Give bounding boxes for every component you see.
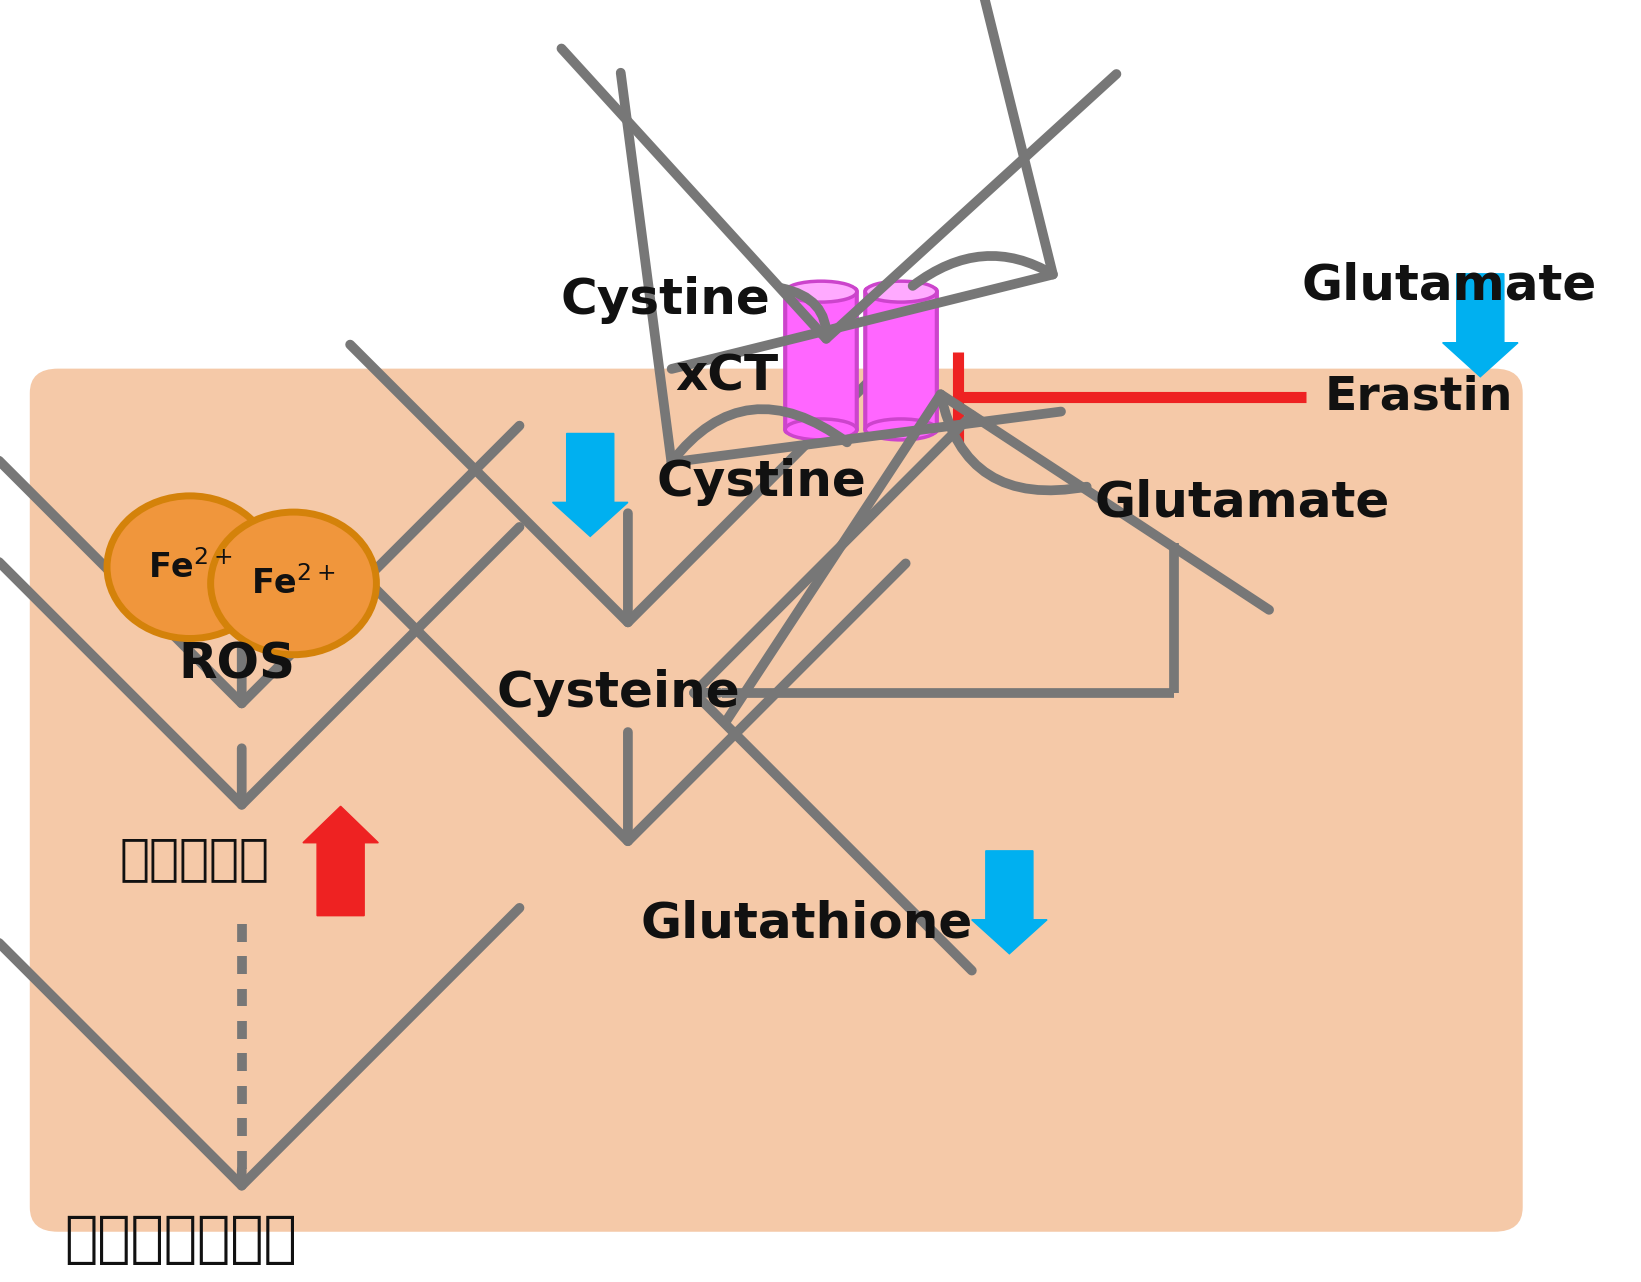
FancyArrow shape <box>971 851 1047 954</box>
Circle shape <box>210 512 376 655</box>
Text: Fe$^{2+}$: Fe$^{2+}$ <box>148 550 231 585</box>
Text: Fe$^{2+}$: Fe$^{2+}$ <box>251 565 336 601</box>
Text: Glutamate: Glutamate <box>1095 478 1390 527</box>
Ellipse shape <box>784 281 857 303</box>
Text: Erastin: Erastin <box>1324 374 1513 419</box>
FancyArrow shape <box>1442 274 1518 377</box>
FancyBboxPatch shape <box>30 369 1523 1232</box>
Text: Glutathione: Glutathione <box>640 900 973 947</box>
FancyBboxPatch shape <box>784 288 857 432</box>
Text: 脂質過酸化: 脂質過酸化 <box>120 835 269 883</box>
Text: フェロトーシス: フェロトーシス <box>64 1213 297 1267</box>
FancyArrow shape <box>304 806 379 915</box>
Text: ROS: ROS <box>179 641 295 688</box>
Text: xCT: xCT <box>676 353 778 401</box>
FancyBboxPatch shape <box>865 288 937 432</box>
FancyArrow shape <box>553 433 629 536</box>
Ellipse shape <box>784 419 857 440</box>
Text: Glutamate: Glutamate <box>1301 262 1597 309</box>
Ellipse shape <box>865 281 937 303</box>
Circle shape <box>107 496 272 638</box>
Text: Cystine: Cystine <box>656 458 866 506</box>
Text: Cysteine: Cysteine <box>497 669 740 717</box>
Ellipse shape <box>865 419 937 440</box>
Text: Cystine: Cystine <box>561 276 771 324</box>
